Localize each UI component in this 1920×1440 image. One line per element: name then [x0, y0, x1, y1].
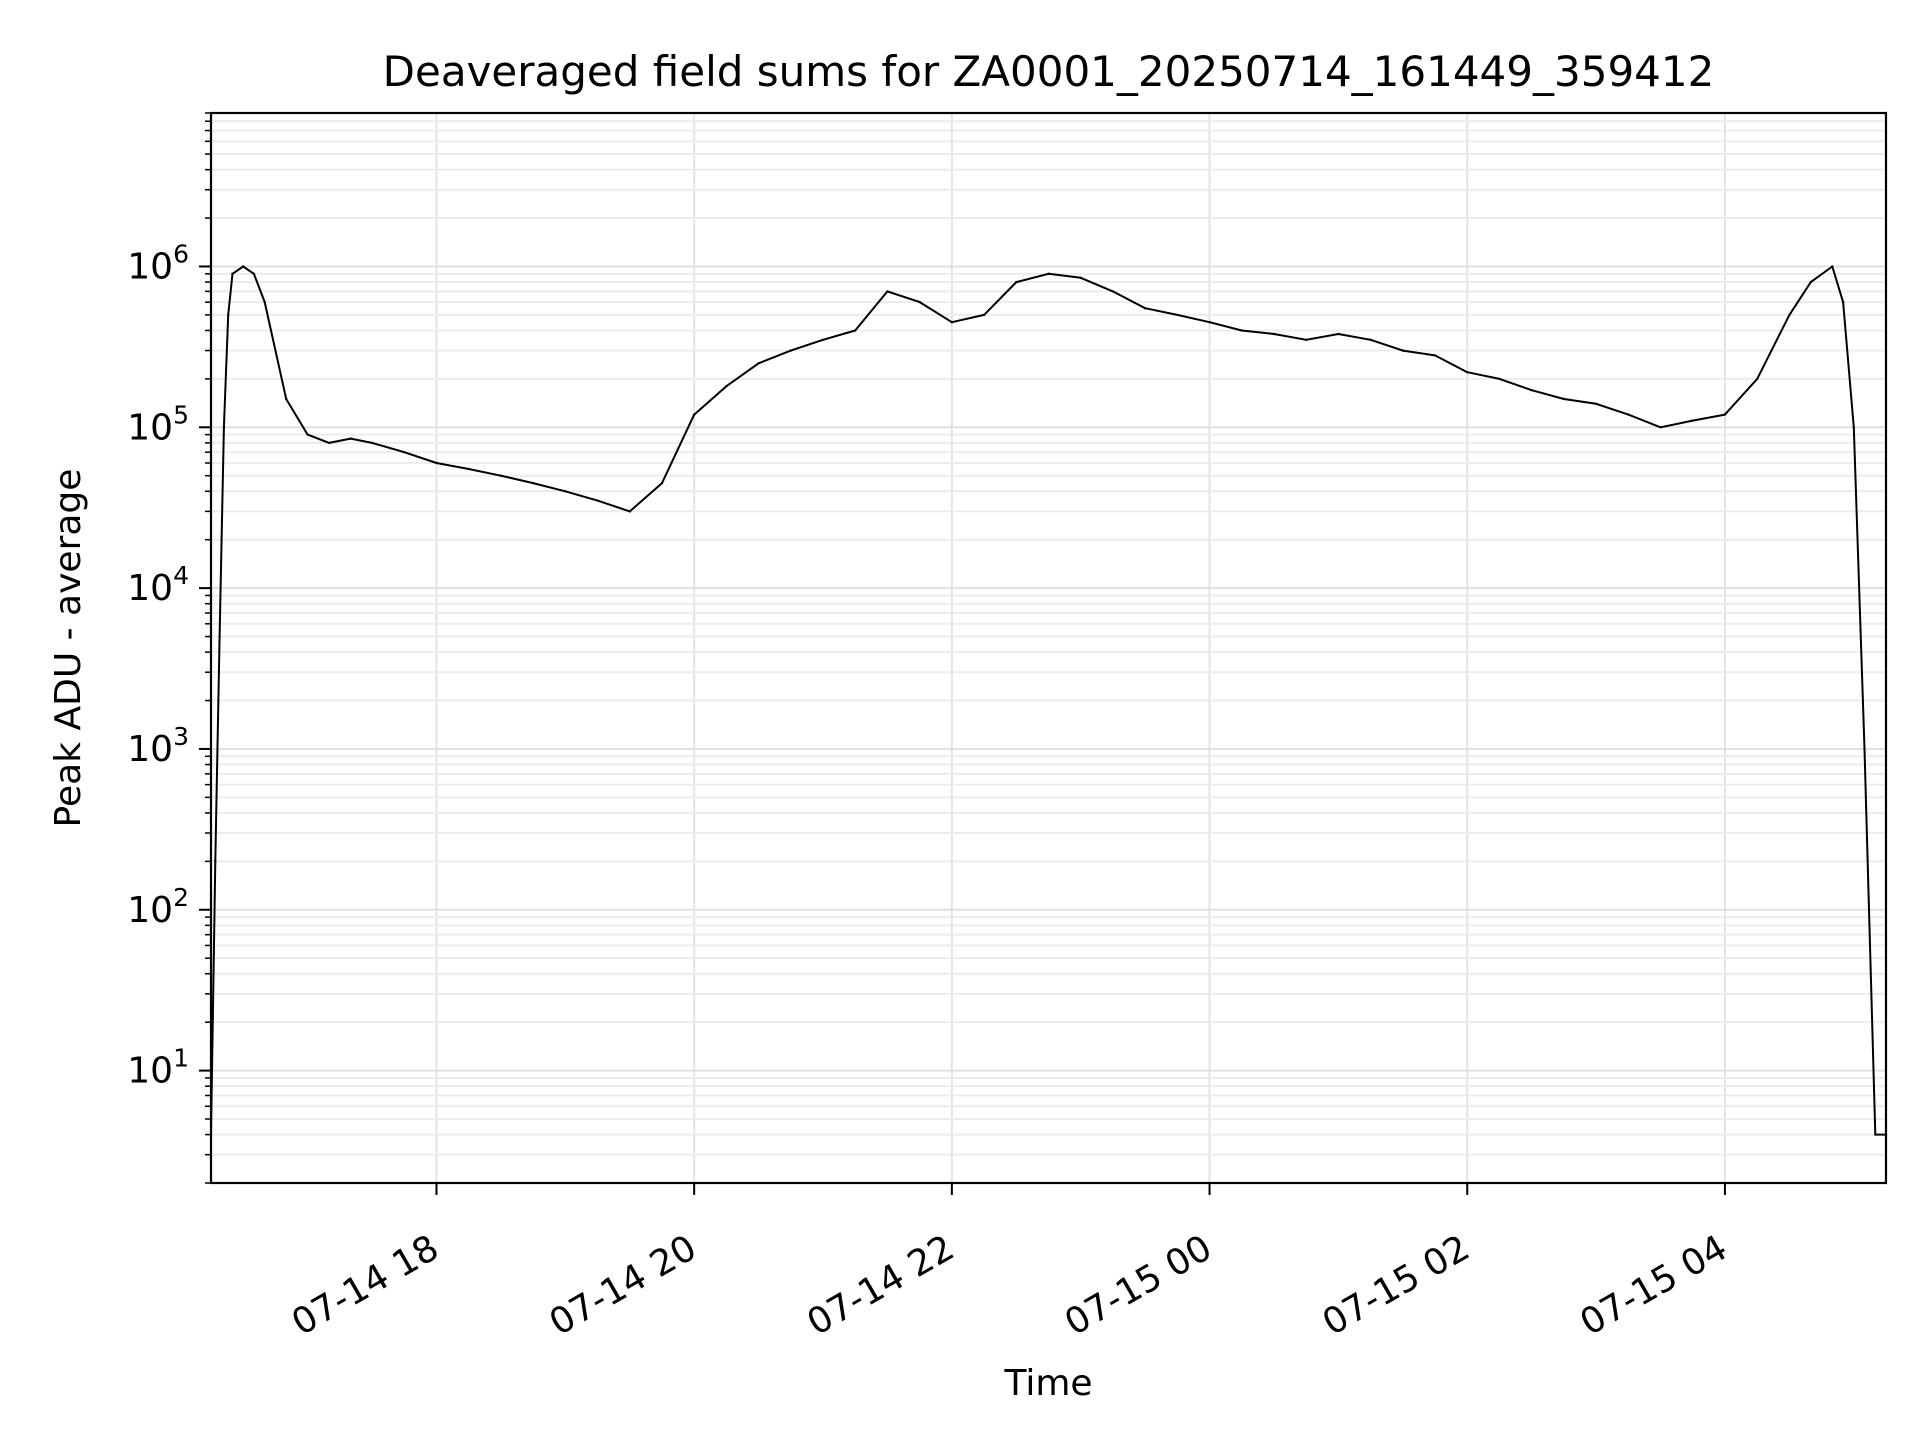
chart-title: Deaveraged field sums for ZA0001_2025071…: [383, 47, 1715, 96]
y-tick-label: 105: [127, 400, 189, 448]
y-tick-exponent: 3: [173, 722, 189, 751]
y-tick-label: 106: [127, 239, 189, 287]
data-point: [1015, 280, 1018, 284]
data-point: [918, 300, 921, 304]
data-point: [1562, 397, 1566, 401]
series-layer: [209, 265, 1888, 1136]
data-point: [757, 362, 760, 365]
data-point: [1659, 426, 1662, 429]
data-point: [1143, 307, 1147, 310]
grid-lines: [211, 112, 1886, 1184]
data-point: [1756, 377, 1759, 381]
data-point: [1466, 371, 1469, 374]
data-point: [628, 510, 631, 513]
y-tick-base: 10: [127, 568, 173, 609]
data-point: [252, 272, 256, 275]
data-point: [596, 499, 599, 502]
y-tick-base: 10: [127, 407, 173, 448]
y-tick-label: 103: [127, 722, 189, 770]
data-point: [214, 860, 217, 863]
y-tick-exponent: 2: [173, 883, 189, 912]
data-point: [821, 338, 825, 341]
y-tick-base: 10: [127, 1051, 173, 1092]
data-point: [218, 635, 221, 638]
data-point: [789, 349, 792, 352]
plot-frame: [209, 111, 1888, 1185]
data-point: [231, 272, 234, 275]
y-tick-base: 10: [127, 729, 173, 770]
data-point: [531, 481, 535, 485]
data-point: [222, 426, 226, 429]
data-point: [1176, 313, 1179, 317]
y-tick-exponent: 5: [173, 400, 189, 429]
data-point: [1401, 349, 1405, 352]
data-point: [1305, 338, 1308, 341]
data-point: [242, 265, 245, 268]
data-point: [1691, 419, 1694, 422]
data-point: [1272, 332, 1276, 336]
y-tick-label: 104: [127, 561, 189, 609]
data-point: [370, 441, 374, 445]
data-point: [564, 490, 567, 493]
data-point: [1369, 338, 1372, 341]
y-tick-base: 10: [127, 246, 173, 287]
data-point: [227, 313, 230, 317]
data-point: [499, 474, 503, 477]
data-point: [1208, 321, 1211, 324]
data-point: [1723, 413, 1727, 416]
data-point: [1831, 265, 1834, 268]
data-point: [1627, 413, 1630, 416]
y-axis-label: Peak ADU - average: [48, 469, 89, 828]
data-point: [1530, 389, 1533, 392]
data-point: [660, 481, 664, 485]
data-point: [1852, 426, 1856, 429]
data-point: [950, 321, 954, 324]
x-axis-label: Time: [1003, 1363, 1092, 1404]
data-point: [435, 461, 438, 465]
y-tick-base: 10: [127, 890, 173, 931]
data-point: [886, 290, 889, 293]
data-point: [693, 413, 696, 416]
data-point: [1788, 313, 1791, 317]
y-tick-label: 102: [127, 883, 189, 931]
data-point: [1498, 377, 1501, 381]
data-point: [1047, 272, 1050, 275]
data-point: [982, 313, 986, 317]
data-point: [1240, 329, 1244, 332]
data-point: [1874, 1133, 1877, 1136]
data-point: [854, 329, 857, 332]
y-tick-exponent: 4: [173, 561, 189, 590]
data-point: [285, 397, 288, 401]
data-point: [403, 451, 406, 454]
data-point: [1809, 280, 1813, 284]
data-point: [1841, 300, 1845, 304]
y-tick-exponent: 1: [173, 1044, 189, 1073]
data-point: [306, 433, 309, 436]
data-point: [327, 441, 331, 445]
y-tick-exponent: 6: [173, 239, 189, 268]
data-point: [263, 300, 266, 304]
data-point: [725, 385, 728, 388]
data-point: [1594, 402, 1598, 405]
data-point: [349, 437, 352, 440]
data-point: [1433, 354, 1437, 357]
data-point: [1079, 276, 1082, 279]
data-point: [467, 467, 470, 471]
data-point: [1863, 747, 1866, 751]
data-point: [1337, 332, 1340, 336]
y-tick-label: 101: [127, 1044, 189, 1092]
data-point: [1111, 290, 1115, 293]
